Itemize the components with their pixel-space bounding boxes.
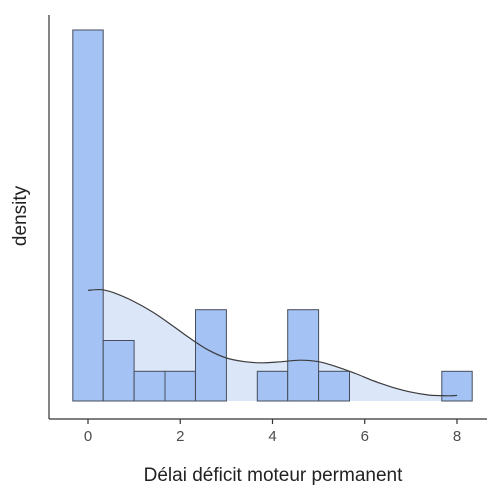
y-axis-title: density xyxy=(10,185,31,246)
x-tick-label-0: 0 xyxy=(84,428,92,445)
x-tick-label-4: 4 xyxy=(268,428,276,445)
histogram-bar-4 xyxy=(195,309,227,402)
histogram-bar-3 xyxy=(164,370,196,402)
x-tick-label-2: 2 xyxy=(176,428,184,445)
density-curve xyxy=(87,288,458,397)
x-ticks: 0 2 4 6 8 xyxy=(84,419,461,445)
histogram-bar-0 xyxy=(72,29,104,402)
histogram-bar-6 xyxy=(256,370,289,402)
x-axis-title: Délai déficit moteur permanent xyxy=(144,465,403,486)
axes xyxy=(48,15,487,420)
histogram-bar-7 xyxy=(287,309,320,402)
histogram-bar-8 xyxy=(318,370,351,402)
x-tick-label-8: 8 xyxy=(453,428,461,445)
x-tick-label-6: 6 xyxy=(361,428,369,445)
histogram-bar-2 xyxy=(133,370,166,402)
plot-area xyxy=(72,29,473,402)
histogram-bar-12 xyxy=(441,370,473,402)
histogram-bar-1 xyxy=(102,340,135,402)
